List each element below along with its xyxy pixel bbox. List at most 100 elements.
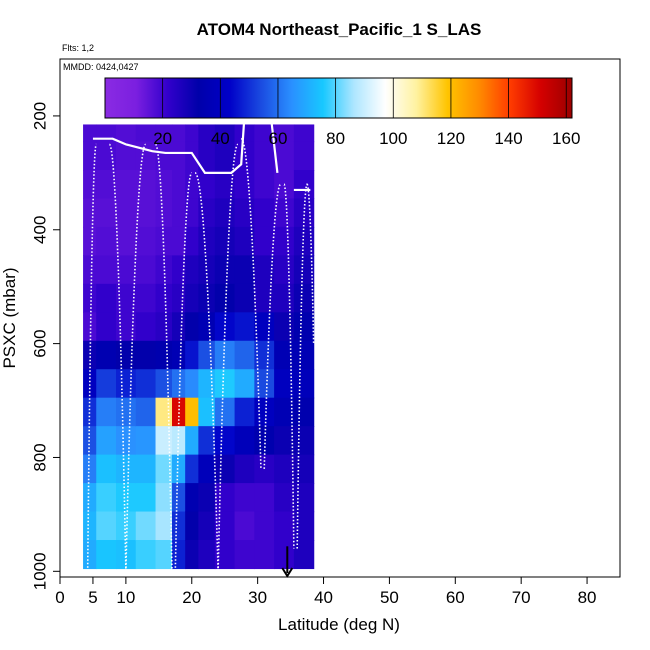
heat-cell <box>198 511 216 541</box>
x-tick-label: 20 <box>182 588 201 607</box>
heat-cell <box>185 426 199 456</box>
flight-profile <box>263 183 282 469</box>
heat-cell <box>293 511 315 541</box>
heat-cell <box>172 312 186 342</box>
heat-cell <box>96 170 117 200</box>
heat-cell <box>293 483 315 513</box>
heat-cell <box>234 124 255 143</box>
y-tick-label: 1000 <box>30 552 49 590</box>
heat-cell <box>234 511 255 541</box>
heat-cell <box>135 124 157 143</box>
heat-cell <box>214 540 236 570</box>
heat-cell <box>185 226 199 256</box>
heat-cell <box>96 198 117 228</box>
heat-cell <box>96 226 117 256</box>
heat-cell <box>234 170 255 200</box>
heat-cell <box>214 483 236 513</box>
heat-cell <box>83 511 97 541</box>
heat-cell <box>155 483 173 513</box>
heat-cell <box>96 369 117 399</box>
heat-cell <box>185 454 199 484</box>
heat-cell <box>135 198 157 228</box>
heat-cell <box>274 397 295 427</box>
heat-cell <box>172 170 186 200</box>
heat-cell <box>274 198 295 228</box>
flight-track-lines <box>86 114 315 572</box>
heat-cell <box>214 141 236 171</box>
heat-cell <box>185 255 199 285</box>
heat-cell <box>116 454 137 484</box>
heat-cell <box>83 198 97 228</box>
heat-cell <box>274 340 295 370</box>
heat-cell <box>172 511 186 541</box>
heat-cell <box>172 540 186 570</box>
heat-cell <box>234 369 255 399</box>
heat-cell <box>172 283 186 313</box>
colorbar-ticks: 20 40 60 80 100 120 140 160 <box>153 78 580 148</box>
heat-cell <box>116 124 137 143</box>
heat-cell <box>135 397 157 427</box>
heat-cell <box>198 283 216 313</box>
heat-cell <box>234 312 255 342</box>
heat-cell <box>83 340 97 370</box>
heat-cell <box>234 426 255 456</box>
heat-cell <box>254 369 275 399</box>
heat-cell <box>254 454 275 484</box>
flight-profile <box>174 172 193 572</box>
heat-cell <box>96 312 117 342</box>
heat-cell <box>155 170 173 200</box>
heat-cell <box>198 170 216 200</box>
heat-cell <box>214 369 236 399</box>
heat-cell <box>274 226 295 256</box>
heat-cell <box>155 340 173 370</box>
heat-cell <box>135 283 157 313</box>
heat-cell <box>293 426 315 456</box>
heat-cell <box>116 483 137 513</box>
heat-cell <box>293 198 315 228</box>
heat-cell <box>135 454 157 484</box>
flight-profile <box>283 183 295 549</box>
heat-cell <box>135 226 157 256</box>
heat-cell <box>214 397 236 427</box>
heat-cell <box>293 340 315 370</box>
heat-cell <box>293 454 315 484</box>
y-axis: 200 400 600 800 1000 <box>30 59 61 590</box>
heat-cell <box>155 369 173 399</box>
heat-cell <box>116 426 137 456</box>
heat-cell <box>155 198 173 228</box>
heat-cell <box>185 170 199 200</box>
heat-cell <box>83 283 97 313</box>
heat-cell <box>96 255 117 285</box>
x-tick-label: 70 <box>512 588 531 607</box>
x-axis-label: Latitude (deg N) <box>278 615 400 634</box>
heat-cell <box>96 340 117 370</box>
heat-cell <box>293 312 315 342</box>
heat-cell <box>274 141 295 171</box>
heat-cell <box>254 511 275 541</box>
heatmap-cells <box>83 124 315 570</box>
heat-cell <box>83 226 97 256</box>
heat-cell <box>116 397 137 427</box>
heat-cell <box>83 426 97 456</box>
heat-cell <box>274 124 295 143</box>
heat-cell <box>135 170 157 200</box>
heat-cell <box>254 540 275 570</box>
heat-cell <box>135 511 157 541</box>
y-tick-label: 800 <box>30 443 49 471</box>
heat-cell <box>234 226 255 256</box>
y-tick-label: 400 <box>30 216 49 244</box>
x-tick-label: 50 <box>380 588 399 607</box>
heat-cell <box>185 124 199 143</box>
x-axis: 0 5 10 20 30 40 50 60 70 80 <box>55 576 620 607</box>
heat-cell <box>198 454 216 484</box>
heat-cell <box>254 198 275 228</box>
heat-cell <box>116 340 137 370</box>
heat-cell <box>293 141 315 171</box>
heat-cell <box>96 397 117 427</box>
heat-cell <box>116 198 137 228</box>
y-tick-label: 200 <box>30 102 49 130</box>
x-tick-label: 40 <box>314 588 333 607</box>
heat-cell <box>116 226 137 256</box>
heat-cell <box>116 283 137 313</box>
